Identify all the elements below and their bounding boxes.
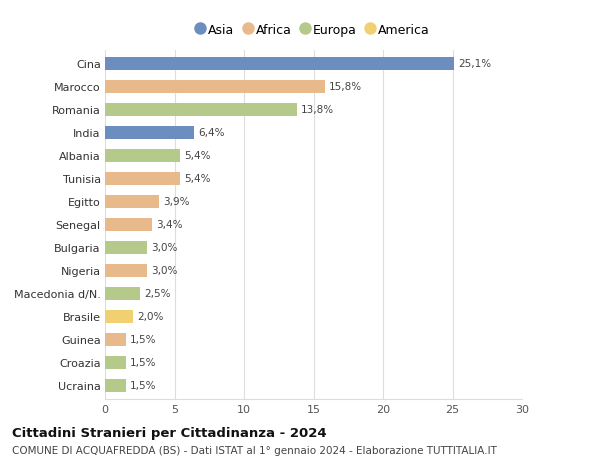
Text: Cittadini Stranieri per Cittadinanza - 2024: Cittadini Stranieri per Cittadinanza - 2… <box>12 426 326 439</box>
Bar <box>105 310 133 324</box>
Text: 3,0%: 3,0% <box>151 243 177 253</box>
Text: 1,5%: 1,5% <box>130 358 157 368</box>
Bar <box>105 379 126 392</box>
Text: 2,5%: 2,5% <box>144 289 170 299</box>
Text: 3,9%: 3,9% <box>163 197 190 207</box>
Text: COMUNE DI ACQUAFREDDA (BS) - Dati ISTAT al 1° gennaio 2024 - Elaborazione TUTTIT: COMUNE DI ACQUAFREDDA (BS) - Dati ISTAT … <box>12 445 497 455</box>
Bar <box>105 80 325 94</box>
Bar <box>105 126 194 140</box>
Text: 15,8%: 15,8% <box>329 82 362 92</box>
Legend: Asia, Africa, Europa, America: Asia, Africa, Europa, America <box>197 24 430 37</box>
Bar <box>105 264 147 278</box>
Text: 1,5%: 1,5% <box>130 335 157 345</box>
Bar <box>105 218 152 232</box>
Text: 5,4%: 5,4% <box>184 174 211 184</box>
Bar <box>105 241 147 255</box>
Bar <box>105 356 126 369</box>
Text: 3,0%: 3,0% <box>151 266 177 276</box>
Text: 25,1%: 25,1% <box>458 59 491 69</box>
Text: 3,4%: 3,4% <box>157 220 183 230</box>
Text: 1,5%: 1,5% <box>130 381 157 391</box>
Text: 2,0%: 2,0% <box>137 312 163 322</box>
Bar <box>105 172 180 186</box>
Text: 5,4%: 5,4% <box>184 151 211 161</box>
Bar <box>105 287 140 301</box>
Bar <box>105 103 297 117</box>
Bar <box>105 333 126 347</box>
Text: 6,4%: 6,4% <box>198 128 224 138</box>
Bar <box>105 195 159 209</box>
Text: 13,8%: 13,8% <box>301 105 334 115</box>
Bar <box>105 149 180 163</box>
Bar <box>105 57 454 71</box>
